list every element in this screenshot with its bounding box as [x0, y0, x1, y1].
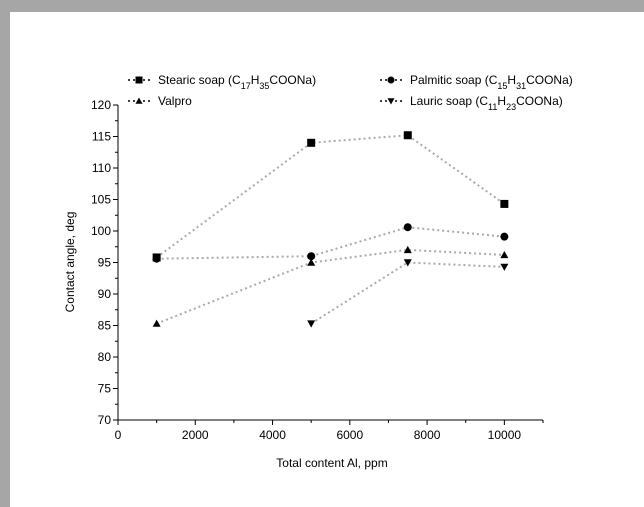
legend-label: Palmitic soap (C15H31COONa) [410, 73, 573, 91]
y-tick-label: 95 [98, 256, 112, 270]
series-line [156, 134, 505, 259]
axes-layer: 0 2000 4000 6000 8000 10000 70 75 80 85 90 95 100 105… [91, 98, 544, 442]
data-point [307, 258, 316, 266]
y-tick-label: 100 [91, 224, 111, 238]
y-tick-label: 70 [98, 413, 112, 427]
y-tick-label: 85 [98, 319, 112, 333]
legend: Stearic soap (C17H35COONa) Palmitic soap … [128, 73, 573, 112]
legend-label: Valpro [158, 94, 192, 108]
series-line [310, 261, 505, 325]
x-tick-label: 8000 [414, 428, 441, 442]
data-point [307, 320, 316, 328]
data-point [500, 250, 509, 259]
x-tick-label: 4000 [259, 428, 286, 442]
y-tick-label: 120 [91, 98, 111, 112]
x-tick-label: 0 [115, 428, 122, 442]
legend-marker [387, 76, 395, 84]
series-layer [152, 131, 509, 328]
legend-marker [135, 76, 143, 84]
series-line [156, 226, 505, 260]
data-point [500, 232, 509, 241]
y-tick-label: 115 [92, 130, 111, 144]
data-point [307, 138, 316, 147]
data-point [500, 199, 509, 208]
data-point [307, 252, 316, 261]
data-point [500, 263, 509, 271]
y-tick-label: 105 [91, 193, 111, 207]
y-tick-label: 90 [98, 287, 112, 301]
data-point [403, 223, 412, 232]
y-tick-label: 75 [98, 382, 112, 396]
data-point [152, 254, 161, 263]
legend-label: Lauric soap (C11H23COONa) [410, 94, 563, 112]
legend-marker [387, 98, 395, 105]
data-point [403, 259, 412, 267]
data-point [403, 131, 412, 140]
y-axis-title: Contact angle, deg [63, 212, 77, 313]
x-tick-label: 2000 [182, 428, 209, 442]
x-tick-label: 6000 [336, 428, 363, 442]
legend-marker [135, 97, 143, 104]
legend-label: Stearic soap (C17H35COONa) [158, 73, 316, 91]
data-point [403, 245, 412, 254]
series-line [156, 248, 505, 325]
x-axis-title: Total content Al, ppm [276, 456, 387, 470]
y-tick-label: 80 [98, 350, 112, 364]
y-tick-label: 110 [92, 161, 111, 175]
x-tick-label: 10000 [488, 428, 522, 442]
data-point [152, 319, 161, 327]
